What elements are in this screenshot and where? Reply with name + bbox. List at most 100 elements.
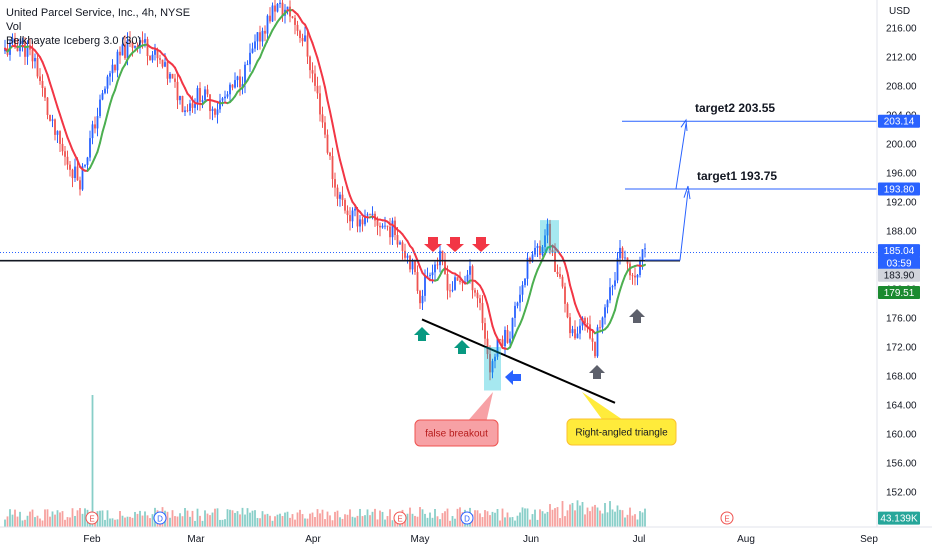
iceberg-segment <box>309 35 314 45</box>
event-marker-circle <box>393 511 407 525</box>
volume-bar <box>631 515 634 527</box>
candle-body <box>606 300 609 308</box>
candle <box>519 286 521 312</box>
iceberg-segment <box>306 28 311 38</box>
volume-bar <box>354 517 356 527</box>
candle <box>571 325 574 337</box>
candle-body <box>434 264 436 273</box>
volume-bar <box>426 517 429 527</box>
price-tag-label: 203.14 <box>884 117 915 128</box>
candle-body <box>231 84 234 88</box>
volume-bar <box>171 510 174 527</box>
candle <box>336 184 339 207</box>
candle <box>421 289 424 311</box>
iceberg-segment <box>611 308 616 318</box>
candle-body <box>331 156 334 180</box>
iceberg-segment <box>519 317 524 326</box>
candle-body <box>634 275 636 278</box>
volume-bar <box>121 515 124 527</box>
candle <box>389 218 391 245</box>
candle-body <box>316 85 319 94</box>
candle <box>254 34 256 52</box>
false-breakout-callout: false breakout <box>414 392 499 447</box>
candle <box>236 75 239 88</box>
candle-body <box>591 338 594 342</box>
candle-body <box>236 76 239 81</box>
volume-bar <box>64 519 66 527</box>
candle <box>634 267 636 286</box>
volume-bar <box>146 515 149 527</box>
candle <box>256 31 259 51</box>
volume-bar <box>279 513 281 527</box>
volume-bar <box>374 508 376 527</box>
candle <box>564 282 566 313</box>
volume-bar <box>281 516 284 527</box>
candle-body <box>461 281 464 283</box>
volume-bar <box>136 513 139 527</box>
candle <box>96 107 99 137</box>
candle <box>279 0 281 8</box>
candle <box>124 35 126 61</box>
y-tick-label: 156.00 <box>886 459 917 470</box>
candle <box>196 85 199 111</box>
candle-body <box>369 214 371 216</box>
candle <box>534 240 536 257</box>
candle <box>386 225 389 231</box>
iceberg-segment <box>336 147 341 162</box>
callout-pointer <box>466 392 493 423</box>
candle-body <box>639 261 641 275</box>
volume-bar <box>479 513 481 527</box>
candle <box>489 345 491 381</box>
candle-body <box>14 38 16 47</box>
candle-body <box>164 62 166 67</box>
event-marker-circle <box>460 511 474 525</box>
iceberg-segment <box>346 187 351 197</box>
indicator-legend[interactable]: Belkhayate Iceberg 3.0 (30) <box>6 35 142 47</box>
candle-body <box>469 266 471 275</box>
currency-label: USD <box>889 6 910 17</box>
volume-bar <box>459 507 461 527</box>
y-tick-label: 168.00 <box>886 372 917 383</box>
candle-body <box>641 249 644 262</box>
iceberg-segment <box>179 76 184 85</box>
candle <box>414 259 416 275</box>
candle <box>274 0 276 21</box>
volume-bar <box>421 509 424 527</box>
iceberg-segment <box>56 106 61 116</box>
volume-bar <box>214 508 216 527</box>
candle <box>299 29 301 43</box>
candle <box>594 341 596 359</box>
volume-bar <box>324 519 326 527</box>
volume-bar <box>44 509 46 527</box>
volume-bar <box>489 515 491 527</box>
volume-bar <box>391 520 394 527</box>
volume-bar <box>189 516 191 527</box>
price-tag-bg <box>878 268 920 282</box>
symbol-title[interactable]: United Parcel Service, Inc., 4h, NYSE <box>6 7 191 19</box>
candle <box>321 106 324 128</box>
volume-bar <box>294 519 296 527</box>
event-marker-letter: E <box>397 515 402 524</box>
candle-body <box>166 62 169 79</box>
candle <box>211 106 214 121</box>
iceberg-segment <box>544 246 549 255</box>
candle-body <box>294 17 296 25</box>
volume-bar <box>286 511 289 527</box>
candle <box>589 315 591 340</box>
candle-body <box>69 164 71 170</box>
candle-body <box>239 76 241 88</box>
candle <box>526 252 529 286</box>
candle-body <box>386 225 389 227</box>
volume-legend[interactable]: Vol <box>6 21 22 33</box>
candle-body <box>334 179 336 188</box>
candle <box>231 84 234 91</box>
candle <box>241 76 244 95</box>
iceberg-segment <box>486 303 491 317</box>
candle <box>359 214 361 233</box>
volume-bar <box>344 514 346 527</box>
candle <box>166 60 169 85</box>
candle-body <box>376 220 379 226</box>
event-marker-circle <box>720 511 734 525</box>
volume-bar <box>109 518 111 527</box>
